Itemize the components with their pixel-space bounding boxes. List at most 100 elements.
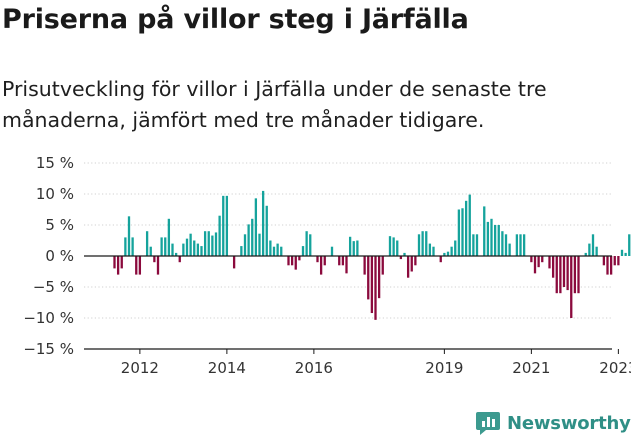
x-tick-label: 2019 — [425, 359, 463, 377]
bar — [417, 234, 421, 256]
bars — [113, 190, 631, 320]
bar — [287, 256, 290, 266]
bar — [504, 234, 508, 256]
bar — [501, 231, 504, 256]
bar — [341, 256, 345, 266]
y-tick-label: 5 % — [45, 216, 74, 234]
bar — [490, 218, 493, 256]
bar — [541, 256, 544, 263]
bar — [294, 256, 297, 270]
bar — [131, 237, 134, 256]
bar — [330, 246, 334, 256]
bar — [551, 256, 555, 278]
bar — [573, 256, 577, 294]
bar — [414, 256, 417, 266]
bar — [305, 231, 308, 256]
bar — [276, 243, 279, 256]
bar — [377, 256, 381, 299]
bar — [138, 256, 142, 275]
bar — [171, 243, 174, 256]
bar — [562, 256, 566, 287]
bar — [160, 237, 163, 256]
y-tick-label: 0 % — [45, 247, 74, 265]
bar — [272, 246, 276, 256]
bar — [566, 256, 569, 291]
bar — [251, 218, 254, 256]
chart-subtitle: Prisutveckling för villor i Järfälla und… — [2, 77, 547, 132]
bar — [399, 256, 403, 260]
bar — [218, 215, 221, 256]
bar — [258, 233, 261, 256]
bar — [189, 233, 192, 256]
bar — [352, 241, 355, 256]
bar — [483, 206, 486, 256]
bar — [156, 256, 160, 275]
bar — [381, 256, 384, 275]
bar — [468, 194, 471, 256]
bar — [243, 234, 247, 256]
bar — [406, 256, 410, 278]
bar — [301, 246, 305, 256]
y-tick-label: −5 % — [33, 278, 74, 296]
bar — [247, 224, 250, 256]
bar — [120, 256, 123, 269]
bar — [533, 256, 537, 274]
bar — [388, 236, 392, 256]
bar — [577, 256, 580, 294]
bar — [617, 256, 620, 266]
bar — [124, 237, 127, 256]
bar — [443, 252, 446, 256]
bar — [298, 256, 301, 261]
bar — [555, 256, 558, 294]
bar — [345, 256, 348, 274]
bar — [421, 231, 424, 256]
x-tick-label: 2021 — [512, 359, 550, 377]
bar — [370, 256, 374, 314]
bar — [591, 234, 595, 256]
bar — [113, 256, 116, 269]
bar — [182, 243, 185, 256]
bar — [508, 243, 511, 256]
bar — [613, 256, 616, 266]
bar — [472, 234, 475, 256]
x-tick-label: 2016 — [295, 359, 333, 377]
y-tick-label: −10 % — [23, 309, 74, 327]
brand-name: Newsworthy — [507, 412, 631, 434]
bar — [570, 256, 573, 318]
bar — [432, 246, 435, 256]
bar — [153, 256, 156, 263]
bar — [185, 238, 189, 256]
bar — [127, 216, 131, 256]
bar — [515, 234, 519, 256]
bar — [193, 240, 196, 256]
bar — [454, 240, 457, 256]
bar — [497, 225, 500, 256]
bar — [475, 234, 479, 256]
bar — [265, 205, 268, 256]
bar — [425, 231, 428, 256]
bar — [439, 256, 442, 263]
bar — [225, 195, 229, 256]
bar — [211, 235, 214, 256]
bar — [290, 256, 294, 266]
bar — [356, 240, 359, 256]
bar — [207, 231, 210, 256]
bar — [450, 246, 453, 256]
bar — [145, 231, 149, 256]
newsworthy-icon — [476, 412, 500, 435]
bar — [338, 256, 341, 266]
bar — [457, 209, 461, 256]
bar — [269, 240, 272, 256]
bar — [595, 246, 598, 256]
bar — [203, 231, 207, 256]
bar — [548, 256, 551, 269]
bar — [537, 256, 540, 268]
bar — [606, 256, 609, 275]
bar — [164, 237, 167, 256]
bar — [323, 256, 326, 266]
chart-title: Priserna på villor steg i Järfälla — [2, 4, 469, 35]
bar — [309, 234, 312, 256]
bar — [624, 252, 627, 256]
bar — [522, 234, 526, 256]
